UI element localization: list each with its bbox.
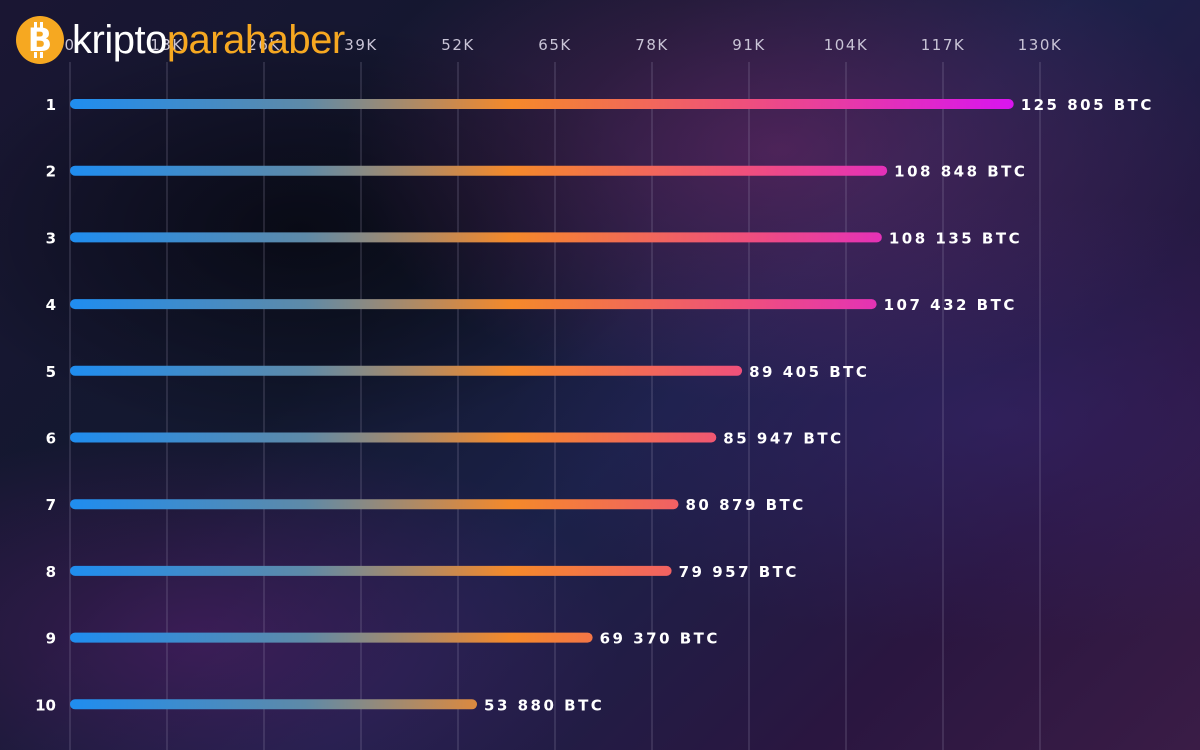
x-tick-label: 13K: [150, 36, 183, 54]
brand-wordmark-part2: parahaber: [166, 17, 345, 62]
bitcoin-coin-icon: B: [16, 16, 64, 64]
category-label: 5: [46, 363, 56, 381]
category-labels: 1 2 3 4 5 6 7 8 9 10: [35, 96, 56, 714]
x-tick-label: 52K: [441, 36, 474, 54]
data-label: 125 805 BTC: [1021, 96, 1154, 114]
x-tick-label: 130K: [1018, 36, 1062, 54]
x-tick-label: 39K: [344, 36, 377, 54]
category-label: 4: [46, 296, 56, 314]
x-tick-label: 0: [64, 36, 75, 54]
data-label: 80 879 BTC: [685, 496, 805, 514]
x-tick-label: 26K: [247, 36, 280, 54]
category-label: 6: [46, 430, 56, 448]
x-axis-ticks: 0 13K 26K 39K 52K 65K 78K 91K 104K 117K 130K: [64, 36, 1062, 54]
data-label: 108 135 BTC: [889, 229, 1022, 247]
data-label: 85 947 BTC: [723, 430, 843, 448]
data-label: 89 405 BTC: [749, 363, 869, 381]
category-label: 3: [46, 229, 56, 247]
category-label: 7: [46, 496, 56, 514]
x-tick-label: 104K: [824, 36, 868, 54]
brand-logo: B kriptoparahaber: [16, 14, 345, 66]
data-label: 79 957 BTC: [679, 563, 799, 581]
category-label: 1: [46, 96, 56, 114]
data-labels: 125 805 BTC 108 848 BTC 108 135 BTC 107 432…: [484, 96, 1154, 714]
category-label: 9: [46, 630, 56, 648]
data-label: 107 432 BTC: [884, 296, 1017, 314]
x-tick-label: 65K: [538, 36, 571, 54]
data-label: 53 880 BTC: [484, 696, 604, 714]
data-label: 69 370 BTC: [600, 630, 720, 648]
x-tick-label: 91K: [732, 36, 765, 54]
grid-lines: [69, 62, 1041, 750]
brand-wordmark: kriptoparahaber: [72, 18, 345, 63]
category-label: 2: [46, 163, 56, 181]
category-label: 8: [46, 563, 56, 581]
data-label: 108 848 BTC: [894, 163, 1027, 181]
x-tick-label: 117K: [921, 36, 965, 54]
brand-wordmark-part1: kripto: [72, 17, 167, 62]
category-label: 10: [35, 696, 56, 714]
x-tick-label: 78K: [635, 36, 668, 54]
bars: [70, 99, 1014, 710]
